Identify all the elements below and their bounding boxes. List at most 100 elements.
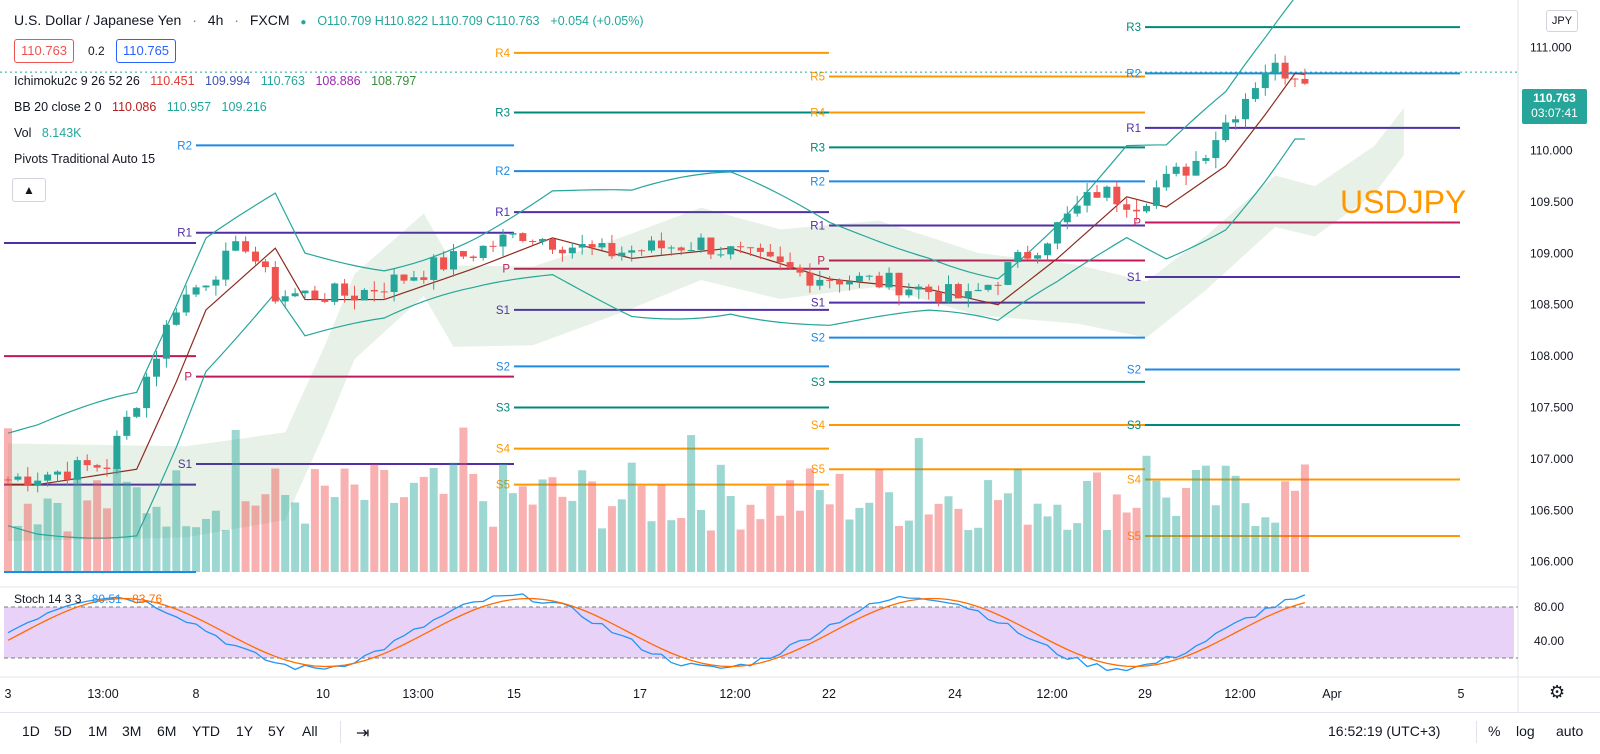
range-ytd-button[interactable]: YTD [192, 723, 220, 739]
percent-toggle[interactable]: % [1488, 723, 1500, 739]
range-3m-button[interactable]: 3M [122, 723, 141, 739]
candle-body [341, 283, 348, 295]
volume-bar [925, 514, 933, 572]
volume-bar [846, 520, 854, 572]
candle-body [836, 280, 843, 284]
candle-body [113, 436, 120, 469]
candle-body [321, 299, 328, 301]
buy-price-button[interactable]: 110.765 [116, 39, 176, 63]
candle-body [480, 246, 487, 258]
candle-body [1272, 63, 1279, 73]
interval-label[interactable]: 4h [208, 12, 224, 28]
volume-bar [1222, 466, 1230, 572]
candle-body [361, 290, 368, 301]
candle-body [539, 239, 546, 242]
stoch-k-value: 80.51 [92, 592, 122, 606]
candle-body [74, 460, 81, 480]
range-1y-button[interactable]: 1Y [236, 723, 253, 739]
candle-body [846, 281, 853, 284]
volume-bar [756, 519, 764, 572]
volume-bar [331, 497, 339, 572]
candle-body [915, 287, 922, 290]
volume-bar [489, 527, 497, 572]
candle-body [401, 275, 408, 281]
volume-bar [608, 506, 616, 572]
range-all-button[interactable]: All [302, 723, 318, 739]
change-value: +0.054 (+0.05%) [550, 14, 643, 28]
collapse-legend-button[interactable]: ▲ [12, 178, 46, 202]
candle-body [1064, 214, 1071, 223]
volume-bar [450, 463, 458, 572]
range-5y-button[interactable]: 5Y [268, 723, 285, 739]
volume-bar [1162, 498, 1170, 572]
range-1d-button[interactable]: 1D [22, 723, 40, 739]
exchange-label: FXCM [250, 12, 290, 28]
settings-gear-icon[interactable]: ⚙ [1549, 682, 1565, 703]
price-axis-label: 106.500 [1530, 503, 1574, 517]
candle-body [905, 290, 912, 296]
goto-date-icon[interactable]: ⇥ [356, 723, 369, 743]
volume-bar [915, 438, 923, 572]
candle-body [391, 275, 398, 292]
candle-body [569, 248, 576, 254]
candle-body [1084, 192, 1091, 206]
vol-legend[interactable]: Vol 8.143K [14, 126, 89, 140]
volume-bar [776, 516, 784, 572]
ichimoku-legend[interactable]: Ichimoku2c 9 26 52 26 110.451 109.994 11… [14, 74, 423, 88]
volume-bar [1182, 488, 1190, 572]
candle-body [658, 241, 665, 249]
candle-body [1252, 88, 1259, 99]
stoch-legend[interactable]: Stoch 14 3 3 80.51 83.76 [14, 592, 169, 606]
candle-body [94, 465, 101, 467]
symbol-name[interactable]: U.S. Dollar / Japanese Yen [14, 12, 181, 28]
candle-body [599, 243, 606, 247]
volume-bar [420, 477, 428, 572]
volume-bar [1073, 523, 1081, 572]
bb-legend[interactable]: BB 20 close 2 0 110.086 110.957 109.216 [14, 100, 274, 114]
candle-body [44, 475, 51, 481]
volume-bar [271, 469, 279, 572]
candle-body [1004, 262, 1011, 285]
volume-bar [1192, 470, 1200, 572]
candle-body [549, 239, 556, 250]
volume-bar [4, 428, 12, 572]
time-axis-label: 13:00 [87, 687, 118, 701]
auto-toggle[interactable]: auto [1556, 723, 1583, 739]
volume-bar [34, 524, 42, 572]
pivot-label: R4 [810, 107, 825, 119]
time-axis-label: 10 [316, 687, 330, 701]
price-axis-label: 107.000 [1530, 452, 1574, 466]
candle-body [24, 477, 31, 486]
volume-bar [242, 501, 250, 572]
volume-bar [628, 463, 636, 572]
candle-body [163, 325, 170, 359]
log-toggle[interactable]: log [1516, 723, 1535, 739]
volume-bar [321, 486, 329, 572]
volume-bar [311, 469, 319, 572]
volume-bar [1251, 526, 1259, 572]
time-axis-label: 24 [948, 687, 962, 701]
sell-price-button[interactable]: 110.763 [14, 39, 74, 63]
range-5d-button[interactable]: 5D [54, 723, 72, 739]
volume-bar [568, 501, 576, 572]
pivot-label: S4 [496, 444, 511, 456]
market-status-icon: ● [300, 17, 306, 28]
volume-bar [865, 503, 873, 572]
pivot-label: S2 [1127, 364, 1141, 376]
pivot-label: R3 [810, 142, 825, 154]
clock-time[interactable]: 16:52:19 (UTC+3) [1328, 723, 1440, 739]
volume-bar [1242, 503, 1250, 572]
chevron-up-icon: ▲ [23, 183, 35, 197]
pivot-label: S3 [496, 403, 510, 415]
volume-bar [103, 508, 111, 572]
volume-bar [1044, 516, 1052, 572]
range-6m-button[interactable]: 6M [157, 723, 176, 739]
currency-tag[interactable]: JPY [1546, 10, 1578, 32]
range-1m-button[interactable]: 1M [88, 723, 107, 739]
candle-body [509, 233, 516, 234]
volume-bar [83, 500, 91, 572]
candle-body [133, 408, 140, 417]
pivot-label: R2 [177, 140, 192, 152]
pivots-legend[interactable]: Pivots Traditional Auto 15 [14, 152, 162, 166]
candle-body [183, 295, 190, 313]
